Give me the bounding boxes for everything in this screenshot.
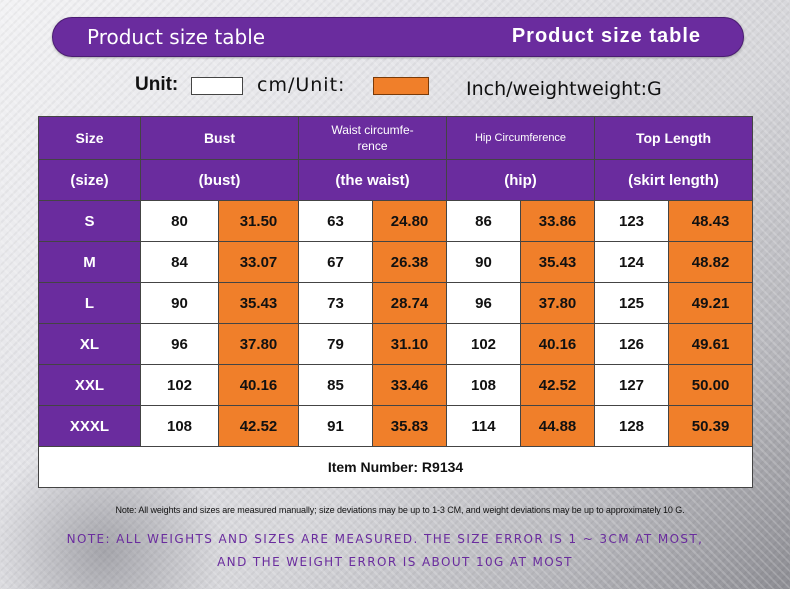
bust-cm: 84 — [140, 241, 219, 283]
length-cm: 123 — [594, 200, 670, 242]
bust-cm: 90 — [140, 282, 219, 324]
length-cm: 125 — [594, 282, 670, 324]
length-cm: 128 — [594, 405, 670, 447]
cm-color-swatch — [191, 77, 243, 95]
bust-cm: 102 — [140, 364, 219, 406]
hip-inch: 35.43 — [520, 241, 596, 283]
size-label: XL — [38, 323, 141, 365]
size-table: Size Bust Waist circumfe- rence Hip Circ… — [37, 116, 754, 488]
size-label: M — [38, 241, 141, 283]
hip-inch: 44.88 — [520, 405, 596, 447]
length-inch: 49.61 — [668, 323, 754, 365]
size-label: L — [38, 282, 141, 324]
header-length-sub: (skirt length) — [594, 159, 754, 201]
length-cm: 127 — [594, 364, 670, 406]
waist-inch: 26.38 — [371, 241, 448, 283]
header-hip: Hip Circumference — [446, 116, 596, 160]
header-hip-sub: (hip) — [446, 159, 596, 201]
waist-inch: 35.83 — [371, 405, 448, 447]
measurement-note: Note: All weights and sizes are measured… — [115, 505, 685, 515]
hip-cm: 86 — [446, 200, 522, 242]
header-bust-sub: (bust) — [140, 159, 299, 201]
bust-inch: 40.16 — [218, 364, 299, 406]
bust-inch: 37.80 — [218, 323, 299, 365]
size-label: XXL — [38, 364, 141, 406]
header-bust: Bust — [140, 116, 299, 160]
bust-inch: 42.52 — [218, 405, 299, 447]
waist-cm: 73 — [298, 282, 373, 324]
title-banner: Product size table Product size table — [52, 17, 744, 57]
waist-cm: 79 — [298, 323, 373, 365]
length-cm: 124 — [594, 241, 670, 283]
waist-cm: 85 — [298, 364, 373, 406]
bust-cm: 108 — [140, 405, 219, 447]
hip-inch: 40.16 — [520, 323, 596, 365]
bust-inch: 35.43 — [218, 282, 299, 324]
hip-cm: 96 — [446, 282, 522, 324]
bust-inch: 33.07 — [218, 241, 299, 283]
hip-cm: 90 — [446, 241, 522, 283]
header-waist: Waist circumfe- rence — [297, 116, 448, 160]
inch-unit-label: Inch/weightweight:G — [466, 78, 662, 100]
table-row: XL 96 37.80 79 31.10 102 40.16 126 49.61 — [38, 323, 754, 365]
length-inch: 50.00 — [668, 364, 754, 406]
hip-inch: 42.52 — [520, 364, 596, 406]
bust-cm: 80 — [140, 200, 219, 242]
waist-inch: 24.80 — [371, 200, 448, 242]
item-number: Item Number: R9134 — [37, 446, 754, 488]
waist-inch: 33.46 — [371, 364, 448, 406]
header-top-length: Top Length — [594, 116, 754, 160]
banner-title-left: Product size table — [87, 25, 266, 49]
waist-cm: 91 — [298, 405, 373, 447]
table-header-row-top: Size Bust Waist circumfe- rence Hip Circ… — [38, 116, 754, 160]
header-size: Size — [38, 116, 141, 160]
hip-cm: 114 — [446, 405, 522, 447]
item-number-row: Item Number: R9134 — [37, 446, 754, 488]
table-row: M 84 33.07 67 26.38 90 35.43 124 48.82 — [38, 241, 754, 283]
measurement-note-caps-line2: AND THE WEIGHT ERROR IS ABOUT 10G AT MOS… — [217, 555, 573, 569]
size-label: XXXL — [38, 405, 141, 447]
cm-unit-label: cm/Unit: — [257, 74, 346, 96]
header-size-sub: (size) — [38, 159, 141, 201]
inch-color-swatch — [373, 77, 429, 95]
hip-cm: 102 — [446, 323, 522, 365]
unit-legend: Unit: cm/Unit: Inch/weightweight:G — [0, 70, 790, 104]
table-row: XXL 102 40.16 85 33.46 108 42.52 127 50.… — [38, 364, 754, 406]
table-header-row-bottom: (size) (bust) (the waist) (hip) (skirt l… — [38, 159, 754, 201]
hip-inch: 33.86 — [520, 200, 596, 242]
hip-cm: 108 — [446, 364, 522, 406]
length-cm: 126 — [594, 323, 670, 365]
waist-inch: 28.74 — [371, 282, 448, 324]
length-inch: 49.21 — [668, 282, 754, 324]
hip-inch: 37.80 — [520, 282, 596, 324]
waist-inch: 31.10 — [371, 323, 448, 365]
length-inch: 50.39 — [668, 405, 754, 447]
length-inch: 48.43 — [668, 200, 754, 242]
header-waist-sub: (the waist) — [297, 159, 448, 201]
size-label: S — [38, 200, 141, 242]
banner-title-right: Product size table — [511, 25, 701, 47]
bust-cm: 96 — [140, 323, 219, 365]
table-row: L 90 35.43 73 28.74 96 37.80 125 49.21 — [38, 282, 754, 324]
measurement-note-caps-line1: NOTE: ALL WEIGHTS AND SIZES ARE MEASURED… — [66, 532, 704, 546]
waist-cm: 67 — [298, 241, 373, 283]
table-row: S 80 31.50 63 24.80 86 33.86 123 48.43 — [38, 200, 754, 242]
length-inch: 48.82 — [668, 241, 754, 283]
waist-cm: 63 — [298, 200, 373, 242]
unit-label: Unit: — [135, 74, 179, 95]
bust-inch: 31.50 — [218, 200, 299, 242]
table-row: XXXL 108 42.52 91 35.83 114 44.88 128 50… — [38, 405, 754, 447]
